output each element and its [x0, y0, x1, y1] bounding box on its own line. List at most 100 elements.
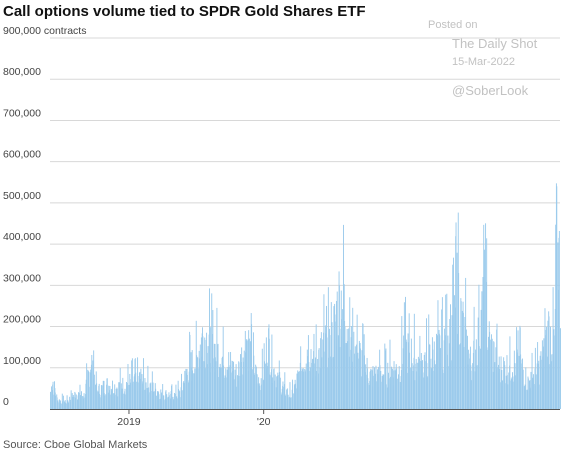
bar	[491, 338, 493, 409]
bar	[390, 366, 392, 409]
bar	[163, 400, 165, 409]
bar	[437, 300, 439, 409]
bar	[403, 302, 405, 409]
source-note: Source: Cboe Global Markets	[3, 439, 148, 451]
bar	[465, 329, 467, 409]
bar	[393, 361, 395, 409]
bar	[248, 338, 250, 409]
bar	[75, 394, 77, 409]
bar	[83, 393, 85, 409]
bar	[202, 336, 204, 409]
bar	[70, 390, 72, 409]
bar	[485, 223, 487, 409]
bar	[483, 249, 485, 409]
bar	[292, 379, 294, 409]
bar	[514, 375, 516, 409]
bar	[148, 387, 150, 409]
bar	[209, 288, 210, 409]
bar	[450, 304, 451, 409]
bar	[104, 395, 106, 409]
bar	[295, 388, 297, 409]
y-tick-label: 200,000	[3, 314, 41, 326]
bar	[50, 391, 51, 409]
bar	[251, 368, 253, 409]
y-tick-label: 100,000	[3, 355, 41, 367]
bar	[540, 359, 542, 409]
bar	[216, 307, 218, 409]
bar	[62, 395, 64, 409]
bar	[452, 257, 454, 409]
bar	[145, 382, 147, 409]
bar	[153, 391, 155, 409]
bar	[264, 363, 266, 409]
bar	[135, 372, 137, 409]
bar	[228, 352, 230, 409]
bar	[127, 364, 129, 409]
bar	[259, 385, 261, 409]
bar	[131, 358, 133, 409]
bar	[481, 291, 483, 409]
bar	[57, 402, 59, 409]
bar	[235, 364, 237, 409]
bar	[486, 347, 488, 409]
bar	[494, 362, 496, 409]
bar	[266, 366, 268, 409]
bar	[530, 371, 532, 409]
bar	[327, 287, 329, 409]
bar	[88, 386, 90, 409]
bar	[502, 380, 504, 409]
bar	[414, 380, 416, 409]
bar	[96, 390, 98, 409]
bar	[334, 303, 336, 409]
bar	[217, 343, 219, 409]
bar	[336, 291, 338, 409]
y-tick-label: 700,000	[3, 107, 41, 119]
bar	[117, 396, 119, 409]
bar	[179, 391, 181, 409]
bar	[243, 350, 245, 409]
bar	[405, 296, 406, 409]
bar	[186, 375, 188, 409]
bar	[330, 302, 332, 409]
bar	[308, 362, 310, 409]
bar	[367, 383, 369, 409]
bar	[147, 365, 149, 409]
bar	[318, 348, 320, 409]
bar	[277, 372, 279, 409]
bar	[300, 371, 302, 409]
bar	[385, 384, 387, 409]
bar	[419, 335, 421, 409]
bar	[341, 309, 343, 409]
bar	[359, 348, 361, 409]
bar	[235, 386, 237, 409]
bar	[478, 346, 480, 409]
bar	[468, 353, 470, 409]
bar	[372, 375, 374, 409]
bar	[305, 363, 307, 409]
bar	[261, 348, 263, 409]
bar	[166, 394, 168, 409]
bar	[192, 370, 194, 409]
bar	[380, 381, 382, 409]
bar	[401, 316, 403, 409]
bar	[184, 370, 186, 409]
bar	[553, 335, 555, 409]
bar	[365, 364, 367, 409]
bar	[290, 397, 292, 409]
bar	[339, 347, 341, 409]
x-tick-label: 2019	[117, 416, 141, 428]
bar	[197, 357, 199, 409]
x-tick-label: '20	[257, 416, 271, 428]
bar	[455, 222, 457, 409]
bar	[353, 331, 355, 409]
bar	[86, 363, 88, 409]
bar	[364, 355, 365, 409]
bar	[297, 371, 299, 409]
bar	[440, 348, 442, 409]
bar	[150, 390, 152, 409]
watermark-posted: Posted on	[428, 19, 478, 31]
bar	[68, 402, 70, 409]
bar	[427, 376, 429, 409]
y-tick-label: 500,000	[3, 190, 41, 202]
